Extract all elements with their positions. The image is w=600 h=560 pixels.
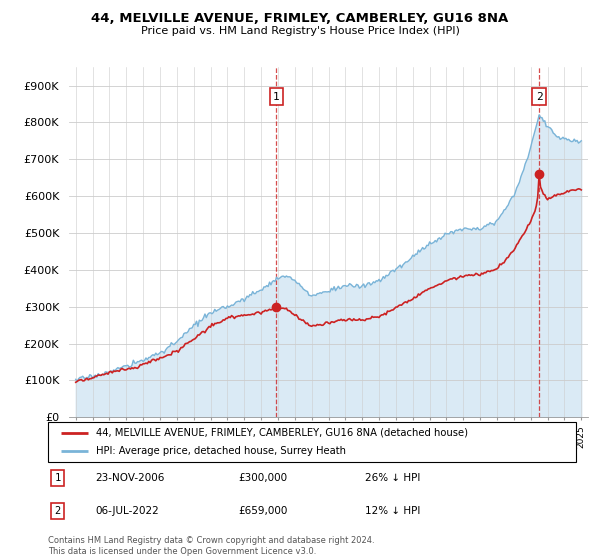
Text: 12% ↓ HPI: 12% ↓ HPI (365, 506, 420, 516)
Text: HPI: Average price, detached house, Surrey Heath: HPI: Average price, detached house, Surr… (95, 446, 346, 456)
Text: 44, MELVILLE AVENUE, FRIMLEY, CAMBERLEY, GU16 8NA: 44, MELVILLE AVENUE, FRIMLEY, CAMBERLEY,… (91, 12, 509, 25)
Text: 1: 1 (273, 92, 280, 102)
Text: £300,000: £300,000 (238, 473, 287, 483)
FancyBboxPatch shape (48, 422, 576, 462)
Text: 2: 2 (536, 92, 542, 102)
Text: £659,000: £659,000 (238, 506, 287, 516)
Text: 2: 2 (55, 506, 61, 516)
Text: Price paid vs. HM Land Registry's House Price Index (HPI): Price paid vs. HM Land Registry's House … (140, 26, 460, 36)
Text: 23-NOV-2006: 23-NOV-2006 (95, 473, 165, 483)
Text: 44, MELVILLE AVENUE, FRIMLEY, CAMBERLEY, GU16 8NA (detached house): 44, MELVILLE AVENUE, FRIMLEY, CAMBERLEY,… (95, 428, 467, 437)
Text: Contains HM Land Registry data © Crown copyright and database right 2024.
This d: Contains HM Land Registry data © Crown c… (48, 536, 374, 556)
Text: 1: 1 (55, 473, 61, 483)
Text: 06-JUL-2022: 06-JUL-2022 (95, 506, 159, 516)
Text: 26% ↓ HPI: 26% ↓ HPI (365, 473, 420, 483)
